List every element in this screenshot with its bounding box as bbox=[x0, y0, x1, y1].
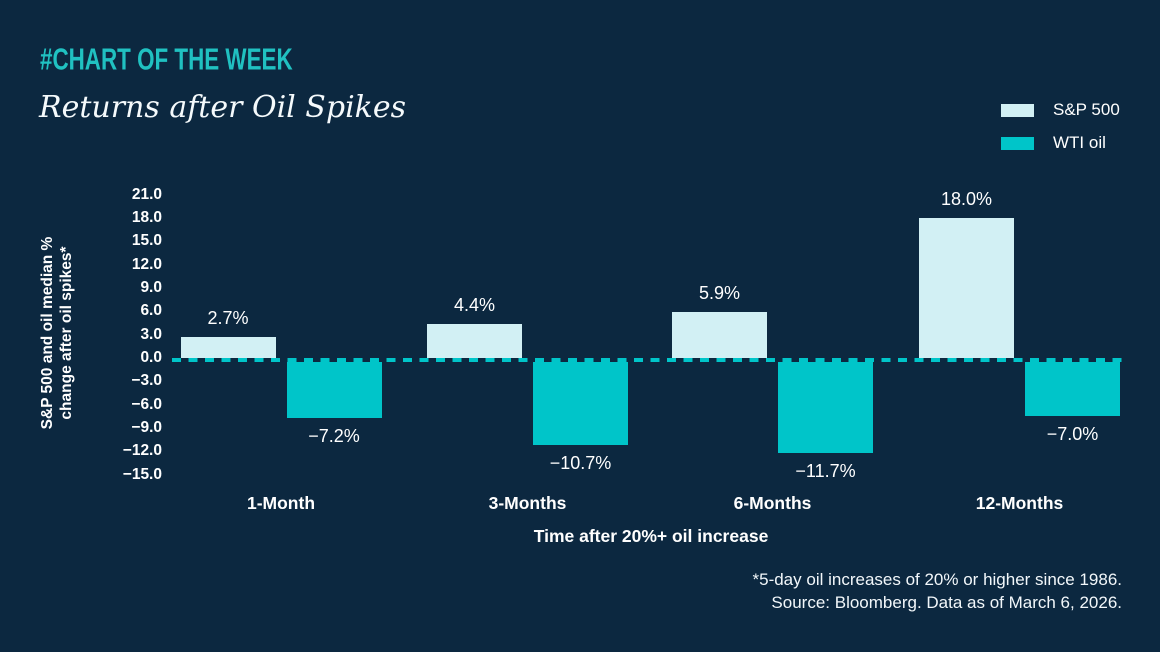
y-tick-label: 0.0 bbox=[140, 349, 162, 366]
x-category-label-6-months: 6-Months bbox=[733, 493, 812, 513]
chart-title: Returns after Oil Spikes bbox=[39, 90, 406, 125]
zero-baseline-dashed bbox=[172, 358, 1128, 362]
bar-s-p-500-6-months bbox=[672, 312, 767, 358]
y-tick-label: −9.0 bbox=[131, 419, 162, 436]
x-category-label-12-months: 12-Months bbox=[975, 493, 1064, 513]
y-tick-label: 15.0 bbox=[131, 232, 162, 250]
y-tick-label: 6.0 bbox=[140, 302, 162, 320]
kicker-chart-of-the-week: #CHART OF THE WEEK bbox=[40, 42, 293, 77]
bar-value-label: 2.7% bbox=[207, 307, 249, 328]
legend-item-wti-oil: WTI oil bbox=[1001, 133, 1120, 153]
footnote-line1: *5-day oil increases of 20% or higher si… bbox=[752, 570, 1123, 589]
y-tick-label: 9.0 bbox=[140, 278, 162, 296]
bar-wti-oil-1-month bbox=[286, 361, 382, 418]
bar-value-label: 18.0% bbox=[940, 188, 993, 209]
x-category-label-1-month: 1-Month bbox=[246, 493, 316, 513]
y-tick-label: −3.0 bbox=[131, 372, 162, 390]
y-tick-label: −6.0 bbox=[131, 395, 162, 413]
bar-value-label: −11.7% bbox=[795, 460, 856, 481]
y-tick-label: 21.0 bbox=[131, 185, 162, 203]
legend-label: WTI oil bbox=[1053, 133, 1106, 152]
y-tick-label: 3.0 bbox=[140, 325, 162, 343]
footnote-line2: Source: Bloomberg. Data as of March 6, 2… bbox=[771, 593, 1122, 612]
bar-s-p-500-3-months bbox=[427, 323, 522, 358]
y-tick-label: 12.0 bbox=[131, 255, 162, 273]
bar-value-label: −10.7% bbox=[549, 452, 612, 473]
bar-wti-oil-12-months bbox=[1025, 361, 1120, 416]
legend: S&P 500 WTI oil bbox=[1001, 100, 1120, 166]
bar-value-label: −7.0% bbox=[1046, 423, 1099, 444]
bar-s-p-500-1-month bbox=[180, 336, 276, 358]
bar-wti-oil-3-months bbox=[533, 361, 628, 445]
bar-s-p-500-12-months bbox=[919, 217, 1014, 358]
bar-value-label: 4.4% bbox=[453, 294, 496, 315]
legend-swatch-s-p-500 bbox=[1001, 103, 1034, 117]
y-tick-label: 18.0 bbox=[131, 208, 162, 226]
bar-wti-oil-6-months bbox=[778, 361, 873, 453]
y-tick-label: −15.0 bbox=[122, 465, 162, 483]
footnotes: *5-day oil increases of 20% or higher si… bbox=[753, 568, 1123, 614]
legend-item-s-p-500: S&P 500 bbox=[1001, 100, 1120, 120]
y-tick-label: −12.0 bbox=[122, 442, 162, 460]
bar-value-label: 5.9% bbox=[698, 283, 741, 304]
x-category-label-3-months: 3-Months bbox=[488, 493, 567, 513]
x-axis-title: Time after 20%+ oil increase bbox=[533, 526, 769, 546]
bar-value-label: −7.2% bbox=[308, 425, 360, 446]
legend-swatch-wti-oil bbox=[1001, 136, 1034, 150]
legend-label: S&P 500 bbox=[1053, 100, 1120, 119]
